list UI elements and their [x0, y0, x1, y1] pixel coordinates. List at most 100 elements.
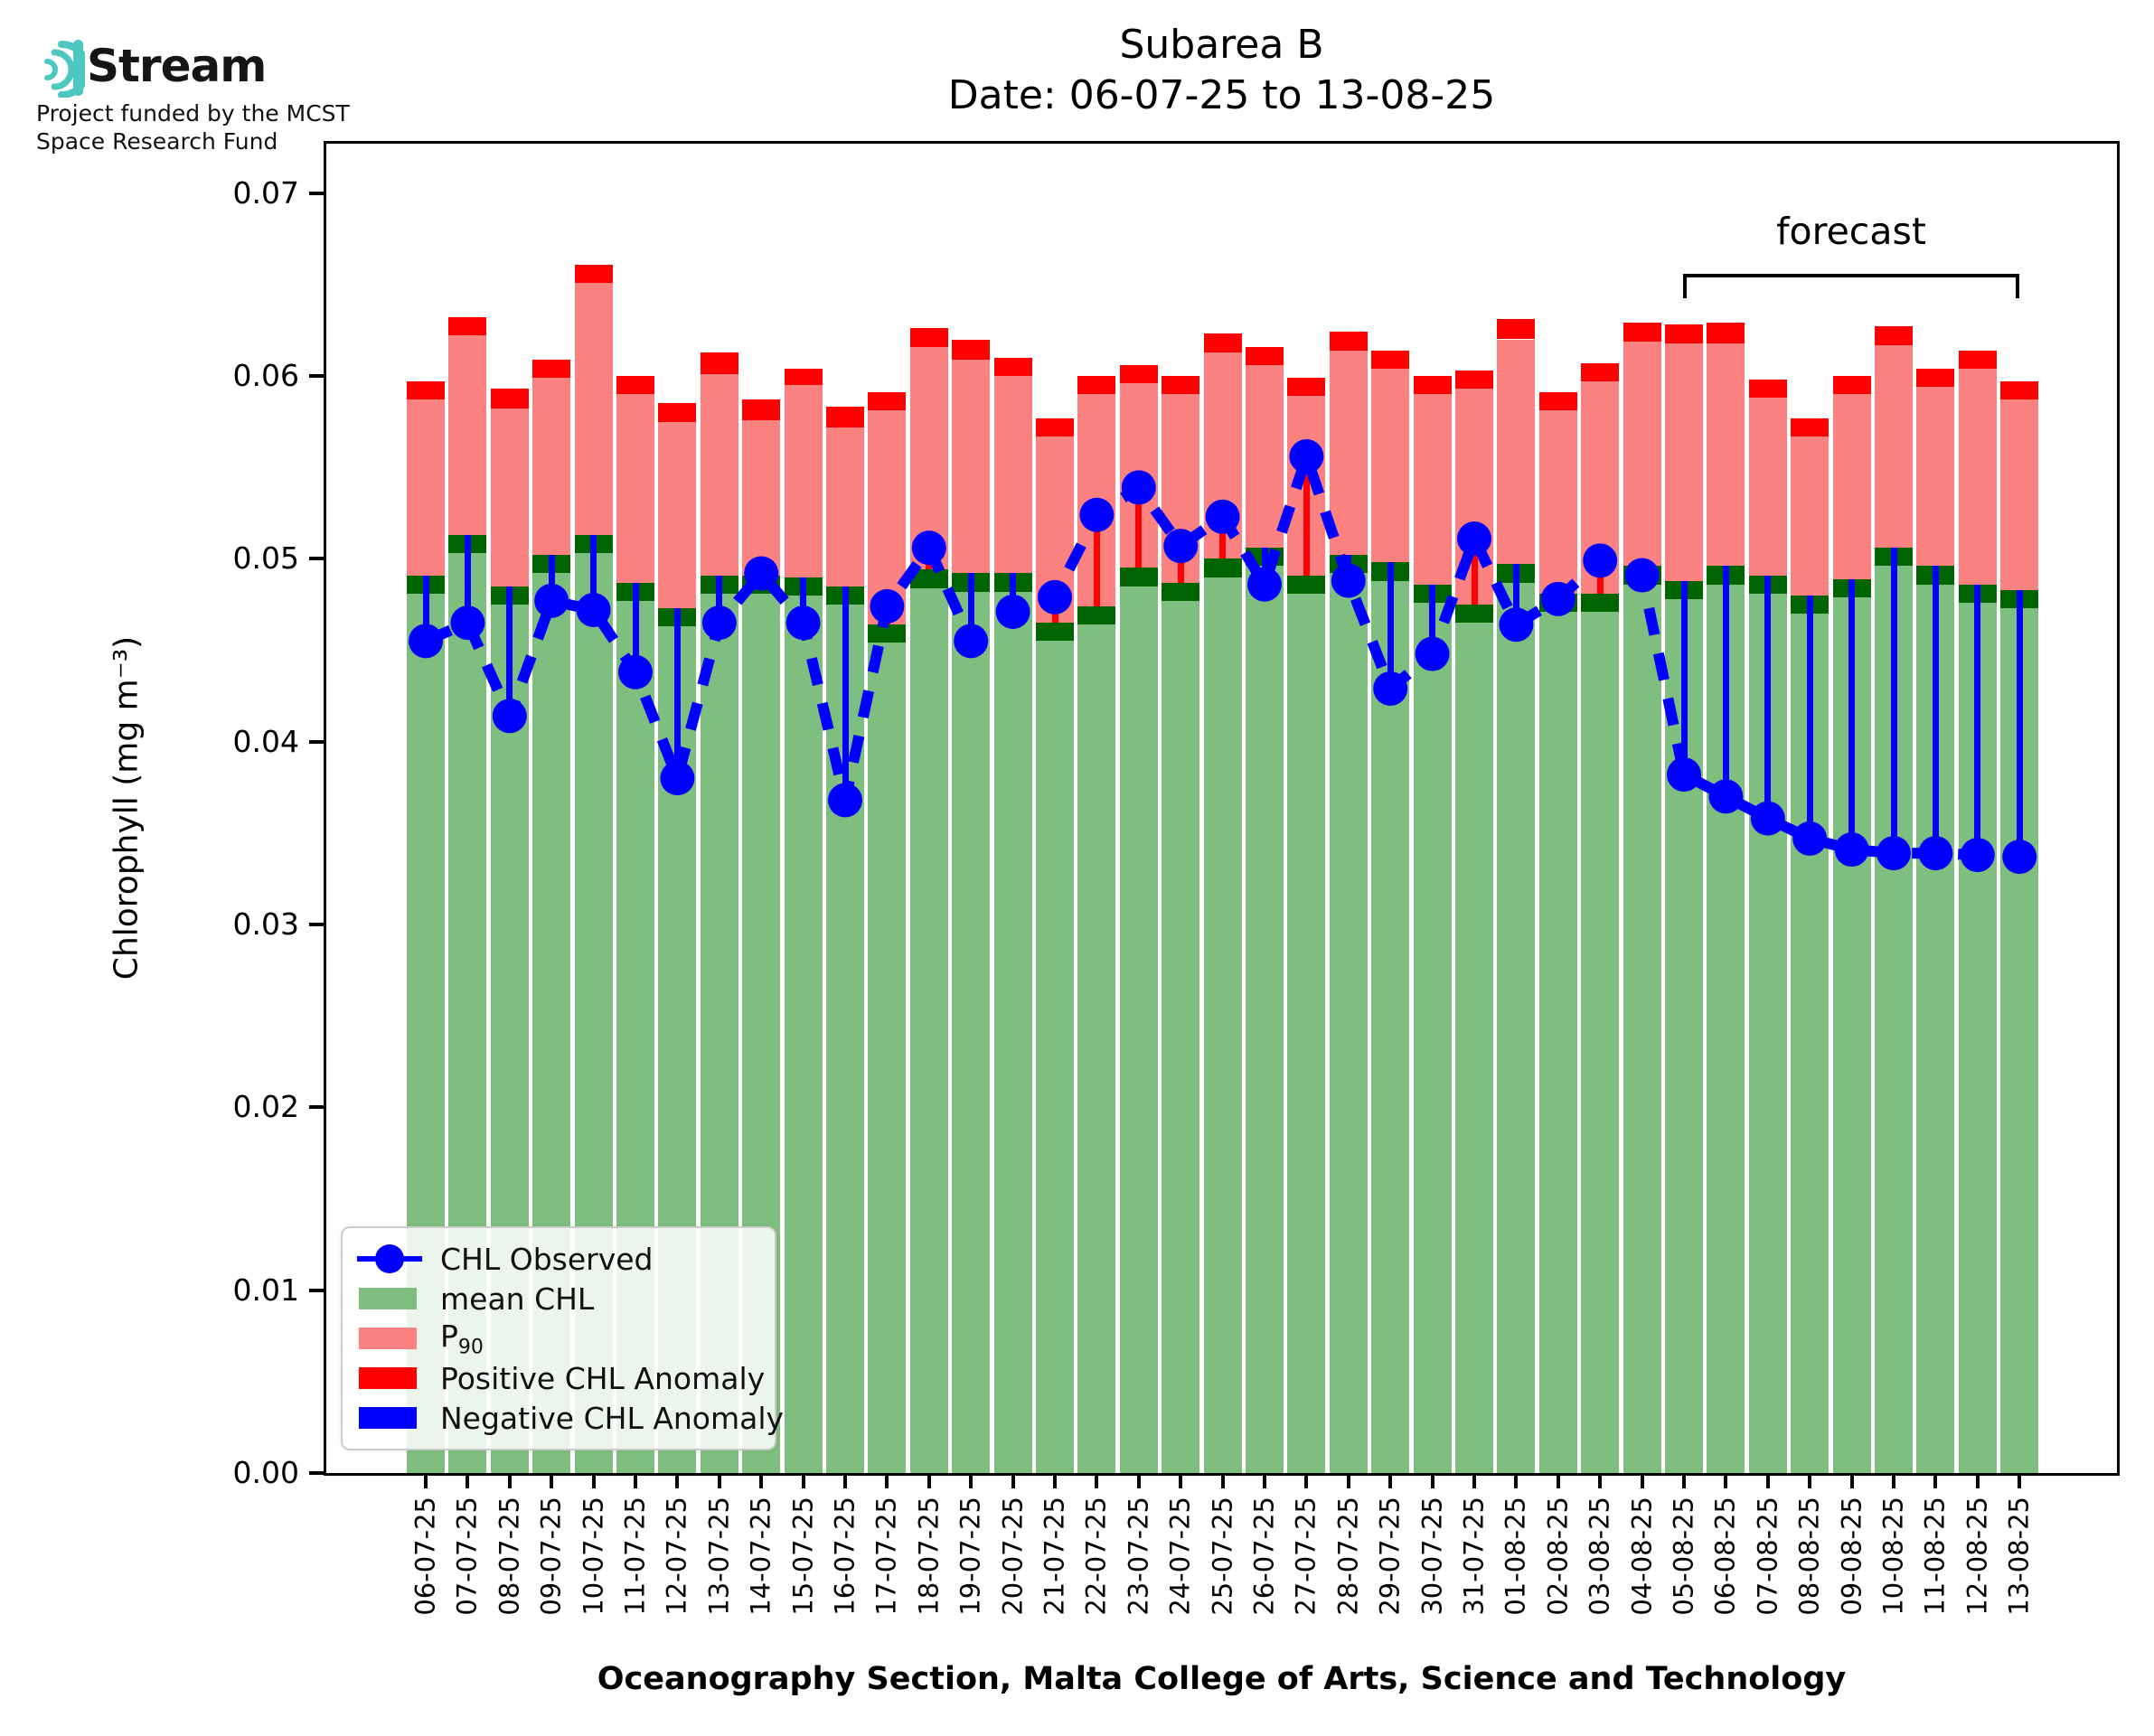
x-tick-label: 11-07-25 — [619, 1497, 651, 1616]
bar-positive-anomaly-cap — [909, 328, 948, 347]
x-tick-label: 13-07-25 — [703, 1497, 735, 1616]
bar-p90 — [1538, 410, 1577, 594]
x-tick — [801, 1473, 805, 1488]
x-tick — [591, 1473, 596, 1488]
x-tick — [1724, 1473, 1728, 1488]
bar-p90 — [1371, 368, 1410, 563]
y-tick-label: 0.05 — [232, 540, 299, 577]
y-tick-label: 0.03 — [232, 906, 299, 942]
positive-anomaly-line — [1471, 539, 1478, 605]
positive-anomaly-line — [1219, 516, 1227, 559]
x-tick-label: 12-08-25 — [1961, 1497, 1993, 1616]
x-tick-label: 23-07-25 — [1123, 1497, 1154, 1616]
legend-item-negative-anomaly: Negative CHL Anomaly — [357, 1398, 784, 1438]
bar-p90 — [826, 427, 864, 586]
bar-p90 — [1036, 436, 1074, 624]
x-tick-label: 25-07-25 — [1207, 1497, 1238, 1616]
x-tick-label: 07-07-25 — [451, 1497, 483, 1616]
mean-marker-cap — [1203, 558, 1242, 577]
legend-item-mean-chl: mean CHL — [357, 1279, 760, 1318]
bar-mean-chl — [1162, 582, 1200, 1473]
legend-label: Negative CHL Anomaly — [440, 1400, 785, 1436]
bar-positive-anomaly-cap — [1791, 418, 1829, 436]
positive-anomaly-line — [1093, 514, 1100, 606]
bar-positive-anomaly-cap — [1623, 323, 1661, 342]
forecast-bracket-left-tick — [1683, 274, 1687, 298]
x-tick-label: 10-07-25 — [578, 1497, 609, 1616]
mean-marker-cap — [1455, 604, 1493, 624]
x-tick — [1598, 1473, 1603, 1488]
mean-chl-swatch-icon — [357, 1279, 422, 1318]
bar-mean-chl — [1246, 548, 1284, 1473]
x-tick — [1011, 1473, 1015, 1488]
negative-anomaly-line — [1890, 548, 1897, 854]
negative-anomaly-line — [632, 582, 639, 672]
x-tick — [1765, 1473, 1770, 1488]
x-tick-label: 09-07-25 — [535, 1497, 567, 1616]
mean-marker-cap — [1036, 623, 1074, 642]
x-tick — [1682, 1473, 1686, 1488]
negative-anomaly-line — [2016, 589, 2023, 858]
bar-positive-anomaly-cap — [658, 403, 697, 422]
bar-mean-chl — [1287, 575, 1326, 1473]
brand-name: Stream — [87, 40, 267, 92]
bar-mean-chl — [1538, 593, 1577, 1473]
legend-label: Positive CHL Anomaly — [440, 1360, 766, 1396]
bar-p90 — [1916, 387, 1955, 567]
bar-p90 — [1748, 398, 1787, 576]
x-tick-label: 08-08-25 — [1793, 1497, 1825, 1616]
bar-positive-anomaly-cap — [700, 352, 738, 374]
bar-mean-chl — [1623, 566, 1661, 1473]
positive-anomaly-line — [1303, 455, 1310, 576]
x-tick-label: 15-07-25 — [787, 1497, 819, 1616]
bar-p90 — [407, 399, 445, 576]
x-tick-label: 10-08-25 — [1877, 1497, 1909, 1616]
negative-anomaly-line — [1680, 580, 1688, 775]
bar-p90 — [1413, 394, 1452, 585]
x-tick — [2018, 1473, 2022, 1488]
bar-p90 — [490, 408, 529, 586]
bar-mean-chl — [952, 573, 991, 1473]
negative-anomaly-line — [1932, 566, 1939, 854]
negative-anomaly-line — [506, 586, 513, 717]
x-tick-label: 06-08-25 — [1709, 1497, 1741, 1616]
bar-positive-anomaly-cap — [952, 339, 991, 360]
bar-positive-anomaly-cap — [1455, 370, 1493, 389]
x-tick-label: 11-08-25 — [1919, 1497, 1951, 1616]
bar-positive-anomaly-cap — [1707, 323, 1745, 343]
bar-positive-anomaly-cap — [1538, 392, 1577, 411]
x-tick — [1556, 1473, 1560, 1488]
bar-positive-anomaly-cap — [1203, 333, 1242, 352]
y-tick — [309, 1105, 324, 1110]
x-tick-label: 22-07-25 — [1080, 1497, 1112, 1616]
bar-p90 — [1832, 394, 1871, 579]
bar-mean-chl — [1497, 564, 1536, 1473]
bar-positive-anomaly-cap — [1665, 324, 1703, 343]
x-tick — [1892, 1473, 1895, 1488]
y-tick-label: 0.00 — [232, 1455, 299, 1490]
bar-p90 — [868, 410, 907, 625]
x-tick — [1808, 1473, 1812, 1488]
mean-marker-cap — [868, 624, 907, 643]
x-tick-label: 08-07-25 — [494, 1497, 525, 1616]
positive-anomaly-line — [1596, 560, 1604, 594]
x-tick — [675, 1473, 680, 1488]
negative-anomaly-line — [1387, 562, 1394, 689]
observed-line-marker-icon — [357, 1239, 422, 1279]
y-tick — [309, 739, 324, 744]
bar-positive-anomaly-cap — [2000, 381, 2039, 400]
x-tick-label: 06-07-25 — [409, 1497, 441, 1616]
logo-subtitle-line2: Space Research Fund — [36, 128, 278, 155]
mean-marker-cap — [1119, 568, 1158, 586]
negative-anomaly-line — [548, 555, 555, 601]
x-tick-label: 03-08-25 — [1584, 1497, 1615, 1616]
bar-p90 — [448, 335, 487, 535]
bar-positive-anomaly-cap — [1413, 375, 1452, 395]
bar-p90 — [993, 375, 1032, 574]
x-tick — [885, 1473, 889, 1488]
bar-p90 — [1707, 343, 1745, 567]
x-tick — [1136, 1473, 1141, 1488]
bar-positive-anomaly-cap — [1832, 375, 1871, 395]
x-tick-label: 09-08-25 — [1836, 1497, 1867, 1616]
bar-positive-anomaly-cap — [532, 359, 571, 378]
